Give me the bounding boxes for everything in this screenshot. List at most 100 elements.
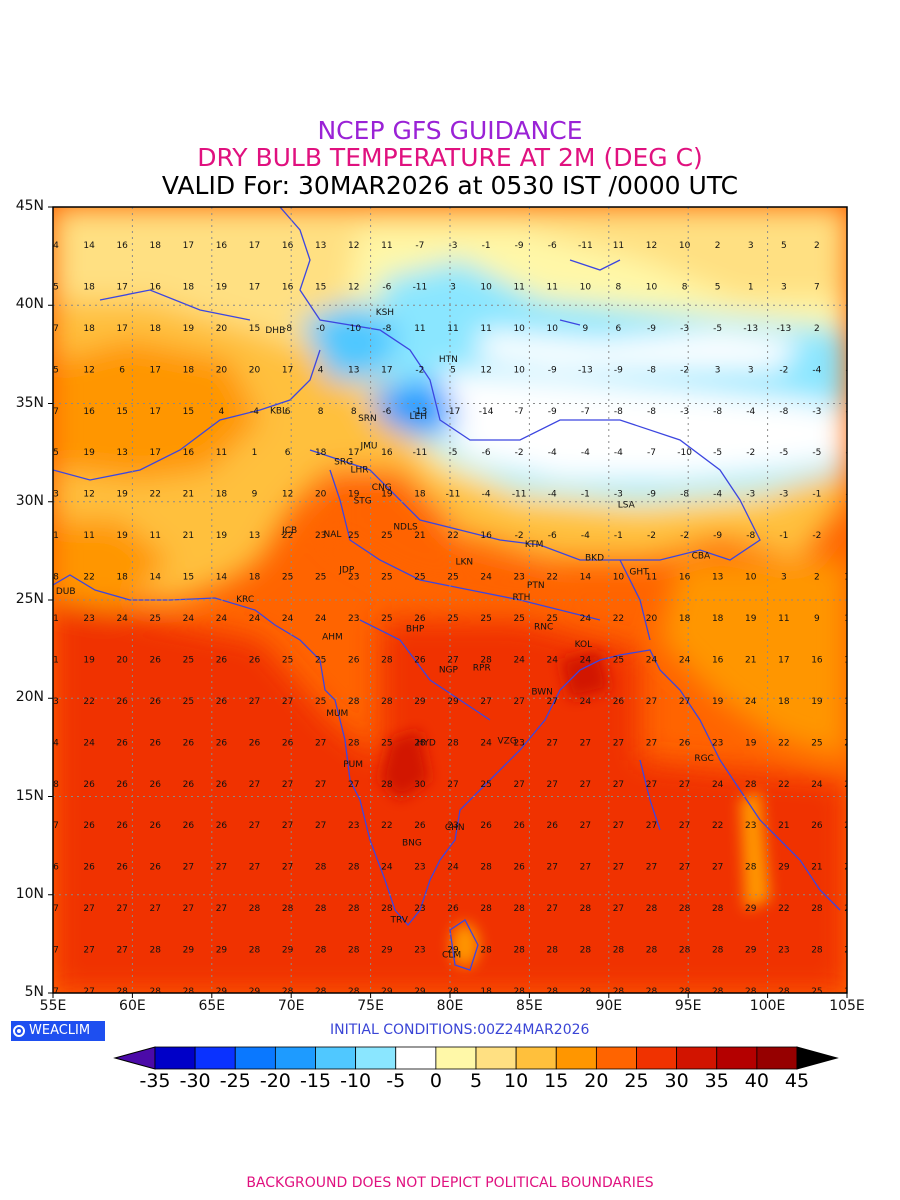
- grid-value: 10: [547, 324, 559, 334]
- grid-value: 26: [183, 780, 195, 790]
- grid-value: -8: [680, 490, 689, 500]
- grid-value: 8: [318, 407, 324, 417]
- grid-value: 1: [252, 448, 258, 458]
- grid-value: 24: [513, 655, 525, 665]
- grid-value: 29: [414, 987, 426, 997]
- colorbar-label: 25: [624, 1070, 649, 1092]
- grid-value: -11: [413, 448, 428, 458]
- grid-value: 22: [547, 573, 558, 583]
- grid-value: -6: [548, 531, 557, 541]
- grid-value: 24: [580, 655, 592, 665]
- grid-value: 23: [513, 738, 524, 748]
- grid-value: 10: [580, 282, 592, 292]
- grid-value: 28: [480, 904, 492, 914]
- grid-value: -8: [283, 324, 292, 334]
- grid-value: 6: [285, 448, 291, 458]
- station-label-dhb: DHB: [265, 326, 285, 336]
- grid-value: 24: [282, 614, 294, 624]
- logo-text: WEACLIM: [29, 1023, 91, 1038]
- grid-value: 29: [447, 697, 459, 707]
- grid-value: 27: [480, 697, 491, 707]
- grid-value: 18: [778, 697, 790, 707]
- coastline-outlines: [53, 207, 841, 971]
- grid-value: 25: [381, 531, 392, 541]
- grid-value: 27: [83, 987, 94, 997]
- grid-value: 29: [249, 987, 261, 997]
- longitude-label: 75E: [357, 998, 384, 1014]
- grid-value: 28: [745, 987, 757, 997]
- grid-value: 19: [83, 448, 95, 458]
- grid-value: 28: [381, 780, 393, 790]
- grid-value: 4: [53, 241, 59, 251]
- grid-value: 27: [547, 738, 558, 748]
- grid-value: 27: [282, 780, 293, 790]
- grid-value: 2: [814, 324, 820, 334]
- grid-value: 27: [447, 655, 458, 665]
- colorbar-swatch: [435, 1046, 477, 1070]
- grid-value: 27: [613, 821, 624, 831]
- grid-value: 28: [712, 987, 724, 997]
- grid-value: 10: [679, 241, 691, 251]
- grid-value: 22: [613, 614, 624, 624]
- grid-value: 28: [381, 697, 393, 707]
- grid-value: 10: [646, 282, 658, 292]
- grid-value: 28: [447, 738, 459, 748]
- longitude-label: 95E: [674, 998, 702, 1014]
- station-label-ahm: AHM: [322, 632, 343, 642]
- station-label-htn: HTN: [439, 355, 458, 365]
- grid-value: 24: [381, 863, 393, 873]
- grid-value: 26: [150, 821, 162, 831]
- grid-value: 17: [381, 365, 392, 375]
- grid-value: 5: [53, 365, 59, 375]
- grid-value: -2: [515, 531, 524, 541]
- grid-value: 16: [216, 241, 228, 251]
- grid-value: 6: [285, 407, 291, 417]
- grid-value: 16: [480, 531, 492, 541]
- grid-value: 7: [53, 821, 59, 831]
- grid-value: 27: [646, 780, 657, 790]
- station-label-lhr: LHR: [350, 465, 368, 475]
- grid-value: 8: [682, 282, 688, 292]
- grid-value: 15: [249, 324, 260, 334]
- colorbar-swatch: [475, 1046, 517, 1070]
- grid-value: 4: [219, 407, 225, 417]
- grid-value: 11: [150, 531, 161, 541]
- grid-value: 22: [778, 780, 789, 790]
- colorbar-swatch: [274, 1046, 316, 1070]
- grid-value: 5: [715, 282, 721, 292]
- grid-value: 28: [646, 946, 658, 956]
- grid-value: 17: [150, 448, 161, 458]
- grid-value: 19: [811, 697, 823, 707]
- grid-value: 26: [613, 697, 625, 707]
- colorbar-swatch: [194, 1046, 236, 1070]
- grid-value: 28: [315, 904, 327, 914]
- grid-value: -6: [382, 282, 391, 292]
- station-label-chn: CHN: [445, 823, 465, 833]
- grid-value: 27: [282, 697, 293, 707]
- grid-value: 26: [249, 738, 261, 748]
- grid-value: 29: [745, 904, 757, 914]
- station-label-kol: KOL: [575, 640, 593, 650]
- station-label-lkn: LKN: [455, 558, 473, 568]
- grid-value: 10: [513, 324, 525, 334]
- grid-value: 26: [150, 738, 162, 748]
- grid-value: 25: [183, 697, 194, 707]
- colorbar-label: 30: [664, 1070, 689, 1092]
- grid-value: 29: [216, 946, 228, 956]
- grid-value: 28: [315, 863, 327, 873]
- station-label-lsa: LSA: [618, 501, 636, 511]
- grid-value: 25: [348, 531, 359, 541]
- grid-value: 1: [53, 614, 59, 624]
- grid-value: 25: [447, 614, 458, 624]
- grid-value: 28: [249, 904, 261, 914]
- grid-value: 20: [646, 614, 658, 624]
- grid-value: 26: [679, 738, 691, 748]
- grid-value: 25: [315, 697, 326, 707]
- grid-value: 27: [580, 821, 591, 831]
- grid-value: 27: [547, 780, 558, 790]
- grid-value: 28: [778, 987, 790, 997]
- grid-value: -8: [647, 365, 656, 375]
- station-label-rth: RTH: [513, 593, 531, 603]
- grid-value: 26: [216, 821, 228, 831]
- station-label-ksh: KSH: [376, 308, 394, 318]
